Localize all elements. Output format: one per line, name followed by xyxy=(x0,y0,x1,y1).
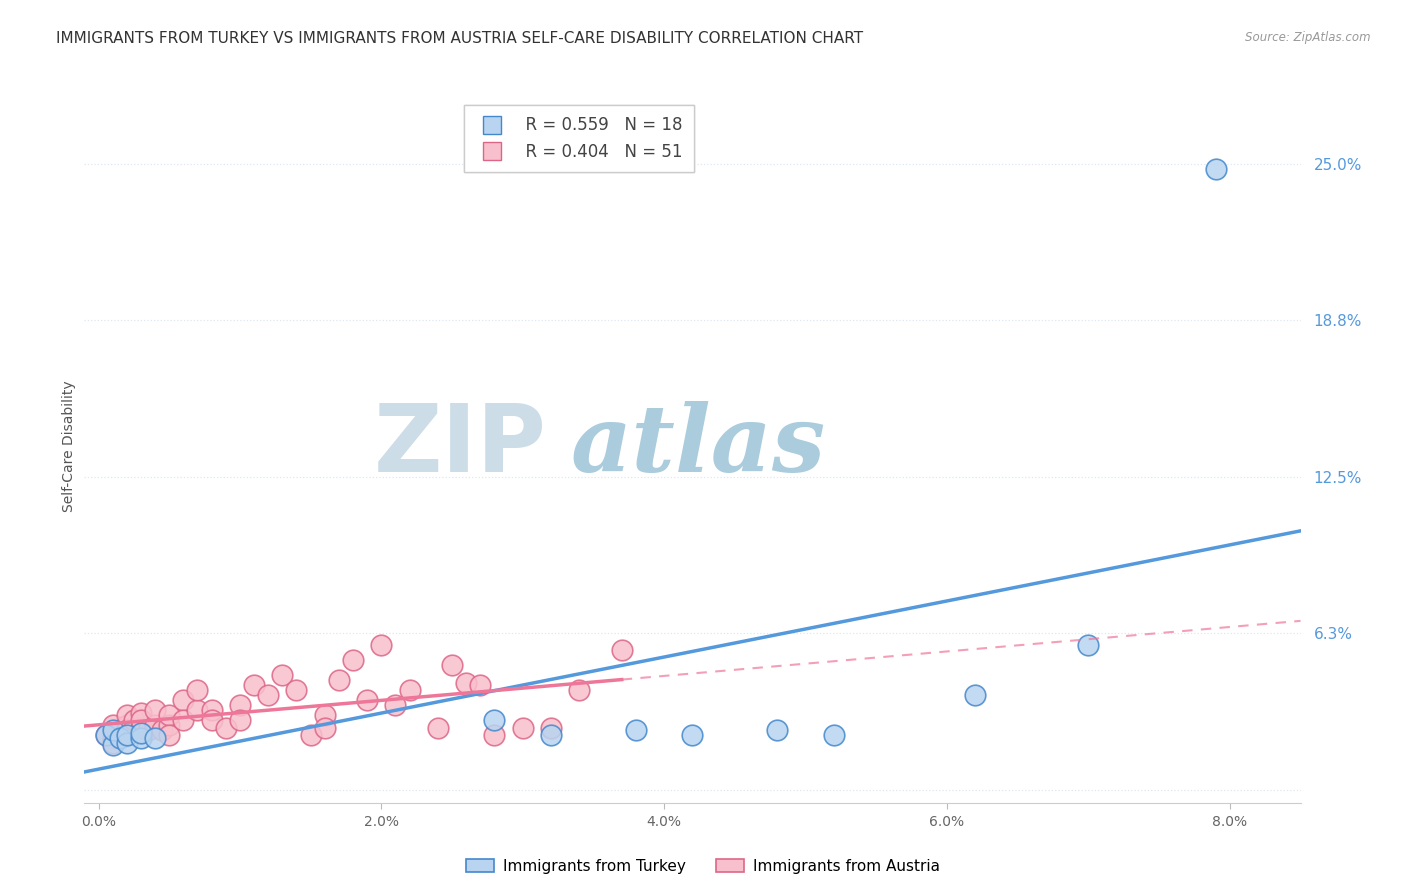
Legend: Immigrants from Turkey, Immigrants from Austria: Immigrants from Turkey, Immigrants from … xyxy=(460,853,946,880)
Point xyxy=(384,698,406,713)
Point xyxy=(94,728,117,742)
Point xyxy=(101,718,124,732)
Point xyxy=(426,721,449,735)
Point xyxy=(965,688,987,702)
Point xyxy=(610,643,633,657)
Point xyxy=(568,683,591,698)
Point xyxy=(115,728,138,742)
Point xyxy=(356,693,378,707)
Point xyxy=(122,713,145,727)
Point xyxy=(823,728,845,742)
Point xyxy=(101,738,124,752)
Point xyxy=(129,725,152,739)
Text: Source: ZipAtlas.com: Source: ZipAtlas.com xyxy=(1246,31,1371,45)
Point xyxy=(229,713,252,727)
Point xyxy=(456,675,478,690)
Point xyxy=(441,658,464,673)
Point xyxy=(157,708,180,723)
Point xyxy=(229,698,252,713)
Point xyxy=(101,736,124,750)
Point xyxy=(143,703,166,717)
Point xyxy=(624,723,647,738)
Legend:   R = 0.559   N = 18,   R = 0.404   N = 51: R = 0.559 N = 18, R = 0.404 N = 51 xyxy=(464,104,695,172)
Point xyxy=(129,713,152,727)
Point xyxy=(108,731,131,745)
Point xyxy=(129,731,152,745)
Point xyxy=(328,673,350,687)
Point xyxy=(101,723,124,738)
Point xyxy=(215,721,238,735)
Point xyxy=(115,728,138,742)
Point xyxy=(766,723,789,738)
Point xyxy=(314,721,336,735)
Text: IMMIGRANTS FROM TURKEY VS IMMIGRANTS FROM AUSTRIA SELF-CARE DISABILITY CORRELATI: IMMIGRANTS FROM TURKEY VS IMMIGRANTS FRO… xyxy=(56,31,863,46)
Point xyxy=(682,728,704,742)
Point xyxy=(540,721,562,735)
Point xyxy=(314,708,336,723)
Point xyxy=(299,728,322,742)
Point xyxy=(172,713,194,727)
Point xyxy=(157,728,180,742)
Point xyxy=(186,683,208,698)
Point xyxy=(143,731,166,745)
Point xyxy=(101,731,124,745)
Point xyxy=(172,693,194,707)
Point xyxy=(115,708,138,723)
Point xyxy=(243,678,266,692)
Point xyxy=(115,723,138,738)
Point xyxy=(271,668,294,682)
Point xyxy=(1077,638,1099,652)
Point xyxy=(94,728,117,742)
Text: atlas: atlas xyxy=(571,401,827,491)
Point xyxy=(540,728,562,742)
Point xyxy=(484,728,506,742)
Point xyxy=(257,688,280,702)
Point xyxy=(201,713,224,727)
Point xyxy=(150,723,173,738)
Point xyxy=(143,718,166,732)
Text: ZIP: ZIP xyxy=(374,400,547,492)
Point xyxy=(129,721,152,735)
Point xyxy=(186,703,208,717)
Point xyxy=(115,718,138,732)
Point xyxy=(398,683,420,698)
Point xyxy=(512,721,534,735)
Point xyxy=(115,736,138,750)
Point xyxy=(285,683,308,698)
Y-axis label: Self-Care Disability: Self-Care Disability xyxy=(62,380,76,512)
Point xyxy=(470,678,492,692)
Point xyxy=(342,653,364,667)
Point xyxy=(201,703,224,717)
Point xyxy=(136,723,159,738)
Point xyxy=(129,706,152,720)
Point xyxy=(108,723,131,738)
Point xyxy=(370,638,392,652)
Point xyxy=(157,718,180,732)
Point xyxy=(484,713,506,727)
Point xyxy=(1205,162,1227,177)
